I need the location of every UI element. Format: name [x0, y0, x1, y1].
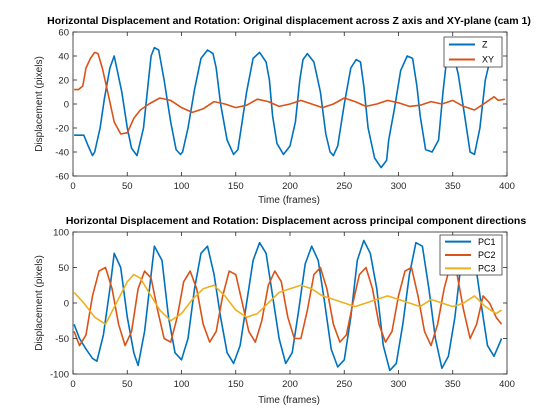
chart-2-x-tick-label: 400	[499, 379, 515, 390]
chart-2-x-axis-label: Time (frames)	[258, 395, 320, 406]
chart-2-x-tick-label: 150	[228, 379, 244, 390]
chart-2-x-tick-label: 100	[174, 379, 190, 390]
chart-1-legend-label-xy: XY	[482, 55, 494, 65]
chart-1-y-tick-label: -40	[55, 148, 69, 159]
chart-2-ticks: 0 50 100 150 200 250 300 350 400 -100 -50 0 50 100	[50, 228, 515, 391]
chart-2-legend-label-pc1: PC1	[478, 237, 496, 247]
chart-1-y-tick-label: 60	[58, 28, 69, 39]
chart-2-series-pc2-line	[73, 263, 503, 347]
chart-2-title: Horizontal Displacement and Rotation: Di…	[66, 215, 526, 227]
chart-1: Horizontal Displacement and Rotation: Or…	[34, 15, 531, 206]
chart-2-y-tick-label: 100	[53, 228, 69, 239]
chart-2-x-tick-label: 300	[391, 379, 407, 390]
chart-1-y-axis-label: Displacement (pixels)	[34, 56, 45, 152]
chart-1-legend-label-z: Z	[482, 40, 488, 50]
chart-2-y-axis-label: Displacement (pixels)	[34, 255, 45, 351]
chart-1-x-axis-label: Time (frames)	[258, 195, 320, 206]
chart-1-x-tick-label: 350	[445, 181, 461, 192]
chart-2: Horizontal Displacement and Rotation: Di…	[34, 215, 526, 406]
chart-1-x-tick-label: 50	[122, 181, 133, 192]
chart-1-x-tick-label: 300	[391, 181, 407, 192]
chart-1-x-tick-label: 200	[282, 181, 298, 192]
chart-1-series-xy-line	[74, 51, 505, 135]
chart-1-x-tick-label: 400	[499, 181, 515, 192]
chart-2-x-tick-label: 200	[282, 379, 298, 390]
chart-1-x-tick-label: 250	[336, 181, 352, 192]
chart-1-y-tick-label: 0	[64, 100, 69, 111]
chart-2-plot-area	[73, 238, 503, 372]
chart-1-plot-area	[74, 46, 505, 169]
chart-1-x-tick-label: 100	[174, 181, 190, 192]
chart-2-x-tick-label: 250	[336, 379, 352, 390]
chart-1-legend: Z XY	[443, 36, 503, 68]
chart-1-y-tick-label: 40	[58, 52, 69, 63]
chart-2-series-pc3-line	[73, 273, 503, 326]
chart-2-legend-label-pc2: PC2	[478, 250, 496, 260]
chart-1-y-tick-label: 20	[58, 76, 69, 87]
chart-2-x-tick-label: 50	[122, 379, 133, 390]
chart-2-series-pc1-line	[73, 238, 503, 372]
chart-1-title: Horizontal Displacement and Rotation: Or…	[47, 15, 531, 27]
chart-2-legend-label-pc3: PC3	[478, 264, 496, 274]
chart-2-y-tick-label: 0	[64, 299, 69, 310]
chart-1-legend-box	[443, 36, 503, 68]
chart-2-x-tick-label: 0	[70, 379, 75, 390]
chart-1-x-tick-label: 0	[70, 181, 75, 192]
chart-1-x-tick-label: 150	[228, 181, 244, 192]
chart-1-series-z-line	[74, 46, 500, 169]
chart-2-y-tick-label: -50	[55, 334, 69, 345]
chart-2-y-tick-label: -100	[50, 370, 69, 381]
chart-1-ticks: 0 50 100 150 200 250 300 350 400 -60 -40 -20 0 20 40 60	[55, 28, 515, 193]
chart-1-y-tick-label: -60	[55, 172, 69, 183]
chart-2-x-tick-label: 350	[445, 379, 461, 390]
chart-2-y-tick-label: 50	[58, 263, 69, 274]
chart-2-legend: PC1 PC2 PC3	[439, 234, 503, 276]
chart-1-y-tick-label: -20	[55, 124, 69, 135]
